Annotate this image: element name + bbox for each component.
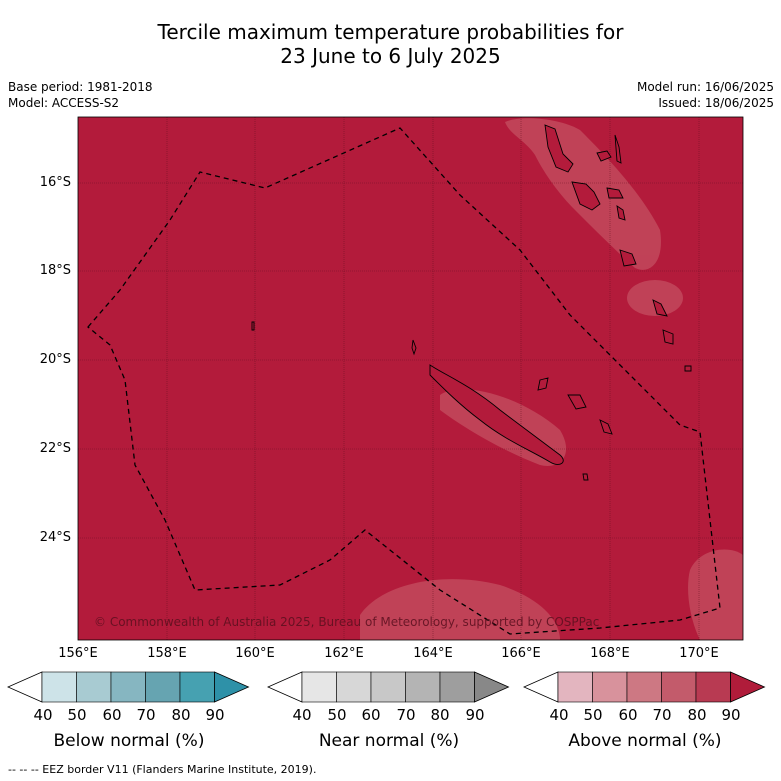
title-line1: Tercile maximum temperature probabilitie… bbox=[157, 20, 624, 44]
map-background bbox=[78, 117, 743, 640]
cbar-near-tick: 50 bbox=[327, 706, 347, 724]
cbar-below-tick: 60 bbox=[102, 706, 122, 724]
new-caledonia-island bbox=[429, 364, 564, 465]
chesterfield-reef bbox=[251, 321, 255, 331]
near-normal-label: Near normal (%) bbox=[318, 731, 460, 751]
colorbar-arrow-high bbox=[214, 671, 250, 703]
below-normal-label: Below normal (%) bbox=[53, 731, 205, 751]
colorbar-below bbox=[7, 671, 250, 703]
colorbar-segment bbox=[336, 671, 372, 703]
cbar-near-tick: 40 bbox=[292, 706, 312, 724]
cbar-above-tick: 50 bbox=[583, 706, 603, 724]
cbar-above-tick: 60 bbox=[618, 706, 638, 724]
colorbar-segment bbox=[439, 671, 475, 703]
colorbar-arrow-low bbox=[523, 671, 559, 703]
vanuatu-islands bbox=[544, 124, 692, 372]
colorbar-segment bbox=[41, 671, 77, 703]
colorbar-near bbox=[267, 671, 510, 703]
colorbar-segment bbox=[145, 671, 181, 703]
cbar-near-tick: 70 bbox=[396, 706, 416, 724]
issued-date: Issued: 18/06/2025 bbox=[658, 96, 774, 110]
colorbar-arrow-low bbox=[267, 671, 303, 703]
belep-islands bbox=[411, 339, 417, 356]
colorbar-segment bbox=[179, 671, 215, 703]
colorbar-segment bbox=[557, 671, 593, 703]
colorbar-arrow-low bbox=[7, 671, 43, 703]
cbar-below-tick: 90 bbox=[205, 706, 225, 724]
cbar-below-tick: 80 bbox=[171, 706, 191, 724]
cbar-near-tick: 90 bbox=[465, 706, 485, 724]
colorbar-segment bbox=[405, 671, 441, 703]
lon-label-162e: 162°E bbox=[324, 646, 364, 661]
colorbar-segment bbox=[110, 671, 146, 703]
lat-label-18s: 18°S bbox=[39, 263, 71, 278]
model-run: Model run: 16/06/2025 bbox=[636, 80, 774, 94]
lon-label-164e: 164°E bbox=[413, 646, 453, 661]
cbar-above-tick: 80 bbox=[687, 706, 707, 724]
colorbar-segment bbox=[661, 671, 697, 703]
cbar-above-tick: 40 bbox=[549, 706, 569, 724]
copyright-text: © Commonwealth of Australia 2025, Bureau… bbox=[94, 615, 599, 629]
lat-label-20s: 20°S bbox=[39, 352, 71, 367]
lon-label-170e: 170°E bbox=[679, 646, 719, 661]
colorbar-segment bbox=[592, 671, 628, 703]
colorbar-segment bbox=[76, 671, 112, 703]
footer-note: -- -- -- EEZ border V11 (Flanders Marine… bbox=[8, 763, 317, 776]
colorbar-above bbox=[523, 671, 766, 703]
lat-label-16s: 16°S bbox=[39, 175, 71, 190]
eez-border bbox=[87, 127, 721, 635]
above-normal-label: Above normal (%) bbox=[568, 731, 722, 751]
base-period: Base period: 1981-2018 bbox=[8, 80, 153, 94]
cbar-near-tick: 80 bbox=[430, 706, 450, 724]
lon-label-160e: 160°E bbox=[235, 646, 275, 661]
lon-label-168e: 168°E bbox=[590, 646, 630, 661]
colorbar-segment bbox=[301, 671, 337, 703]
colorbar-segment bbox=[626, 671, 662, 703]
cbar-above-tick: 70 bbox=[652, 706, 672, 724]
lon-label-166e: 166°E bbox=[501, 646, 541, 661]
lon-label-156e: 156°E bbox=[58, 646, 98, 661]
lat-label-22s: 22°S bbox=[39, 441, 71, 456]
colorbars bbox=[7, 671, 766, 703]
cbar-below-tick: 70 bbox=[136, 706, 156, 724]
title-line2: 23 June to 6 July 2025 bbox=[280, 44, 501, 68]
lat-label-24s: 24°S bbox=[39, 530, 71, 545]
map-frame bbox=[77, 116, 744, 641]
cbar-below-tick: 40 bbox=[33, 706, 53, 724]
colorbar-arrow-high bbox=[730, 671, 766, 703]
loyalty-islands bbox=[537, 377, 613, 481]
model-name: Model: ACCESS-S2 bbox=[8, 96, 120, 110]
colorbar-segment bbox=[695, 671, 731, 703]
cbar-below-tick: 50 bbox=[67, 706, 87, 724]
lon-label-158e: 158°E bbox=[147, 646, 187, 661]
cbar-above-tick: 90 bbox=[721, 706, 741, 724]
colorbar-arrow-high bbox=[474, 671, 510, 703]
gridlines bbox=[78, 117, 743, 640]
cbar-near-tick: 60 bbox=[361, 706, 381, 724]
colorbar-segment bbox=[370, 671, 406, 703]
